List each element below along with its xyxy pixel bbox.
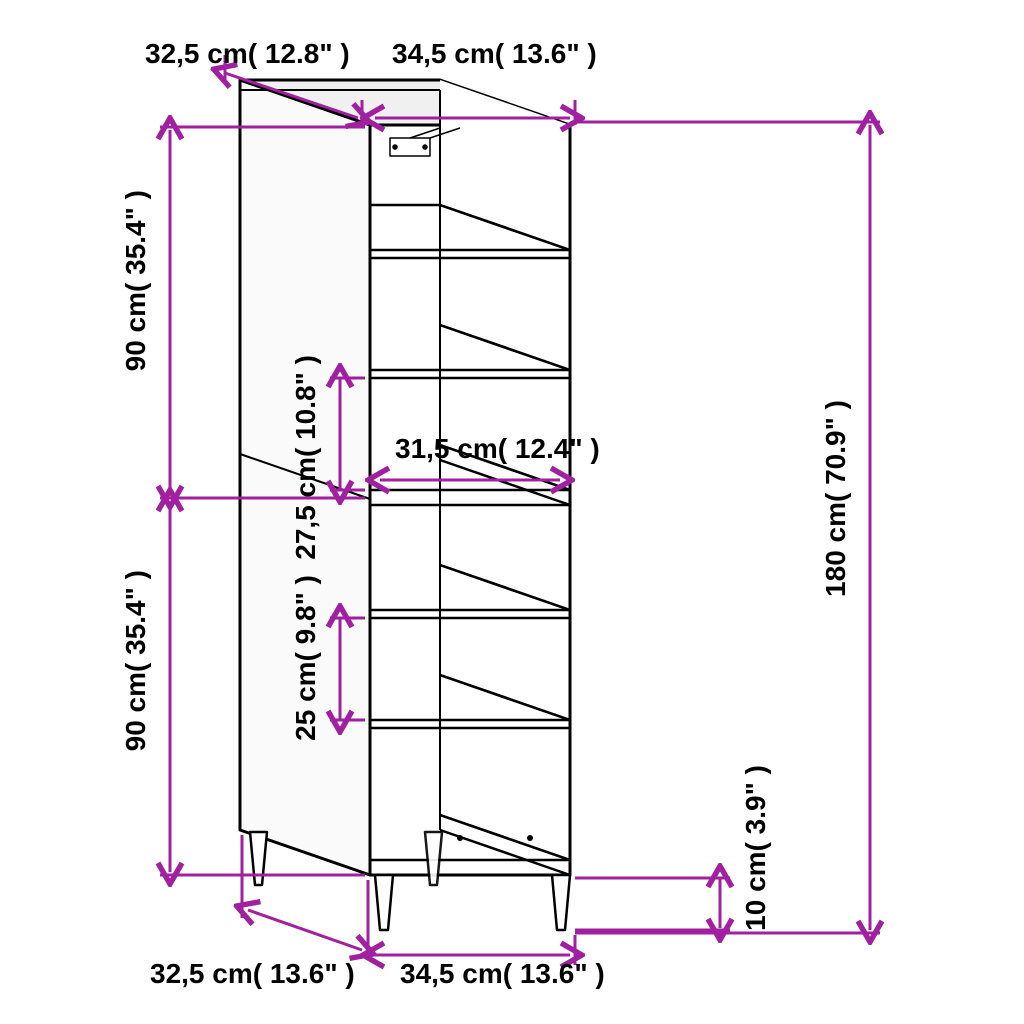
dim-shelf-lower: 25 cm( 9.8" ) [290,575,322,741]
dim-leg-height: 10 cm( 3.9" ) [740,765,772,931]
dim-left-upper: 90 cm( 35.4" ) [120,190,152,371]
dim-top-width: 34,5 cm( 13.6" ) [392,38,597,70]
dim-bottom-depth: 32,5 cm( 13.6" ) [150,958,355,990]
dim-right-total: 180 cm( 70.9" ) [820,400,852,597]
dim-bottom-width: 34,5 cm( 13.6" ) [400,958,605,990]
dim-top-depth: 32,5 cm( 12.8" ) [145,38,350,70]
dim-inner-width: 31,5 cm( 12.4" ) [395,433,600,465]
dim-left-lower: 90 cm( 35.4" ) [120,570,152,751]
dim-shelf-upper: 27,5 cm( 10.8" ) [290,355,322,560]
